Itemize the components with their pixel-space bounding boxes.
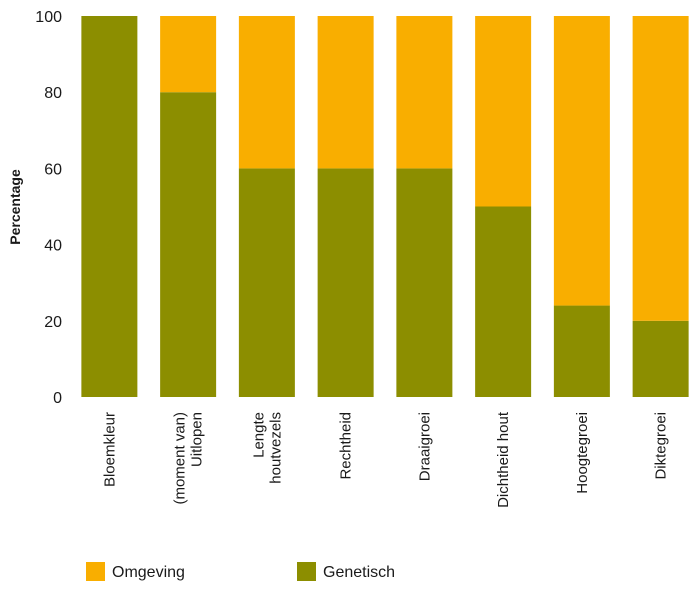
x-tick-label: Draaigroei — [416, 412, 433, 481]
x-tick-label: (moment van) — [172, 412, 189, 505]
y-axis-ticks: 0 20 40 60 80 100 — [35, 9, 62, 407]
bar-genetisch-6 — [553, 305, 610, 397]
bar-omgeving-1 — [160, 16, 217, 93]
bar-omgeving-5 — [475, 16, 532, 207]
bar-omgeving-6 — [553, 16, 610, 306]
bars — [81, 16, 689, 397]
y-tick-label: 100 — [35, 9, 62, 26]
x-tick-label: Dichtheid hout — [495, 411, 512, 508]
y-tick-label: 80 — [44, 85, 62, 102]
x-tick-label: Bloemkleur — [101, 412, 118, 487]
x-tick-label: Lengte — [250, 412, 267, 458]
y-tick-label: 0 — [53, 390, 62, 407]
x-tick-label: Diktegroei — [653, 412, 670, 480]
bar-genetisch-1 — [160, 92, 217, 397]
x-tick-label: Uitlopen — [189, 412, 206, 467]
bar-omgeving-2 — [238, 16, 295, 169]
bar-genetisch-4 — [396, 168, 453, 397]
y-axis-title-group: Percentage — [7, 169, 23, 245]
bar-genetisch-0 — [81, 16, 138, 397]
bar-genetisch-7 — [632, 320, 689, 397]
x-tick-label: houtvezels — [267, 412, 284, 484]
bar-omgeving-7 — [632, 16, 689, 321]
legend-label-genetisch: Genetisch — [323, 564, 395, 581]
y-tick-label: 40 — [44, 238, 62, 255]
bar-genetisch-2 — [238, 168, 295, 397]
x-axis-labels: Bloemkleur (moment van) Uitlopen Lengte hout… — [101, 411, 669, 508]
x-tick-label: Rechtheid — [338, 412, 355, 480]
y-tick-label: 20 — [44, 314, 62, 331]
bar-omgeving-3 — [317, 16, 374, 169]
bar-genetisch-3 — [317, 168, 374, 397]
legend-swatch-genetisch — [297, 562, 316, 581]
bar-genetisch-5 — [475, 206, 532, 397]
y-tick-label: 60 — [44, 161, 62, 178]
x-tick-label: Hoogtegroei — [574, 412, 591, 494]
bar-omgeving-4 — [396, 16, 453, 169]
y-axis-title: Percentage — [7, 169, 23, 245]
legend: Omgeving Genetisch — [86, 562, 395, 581]
legend-swatch-omgeving — [86, 562, 105, 581]
legend-label-omgeving: Omgeving — [112, 564, 185, 581]
